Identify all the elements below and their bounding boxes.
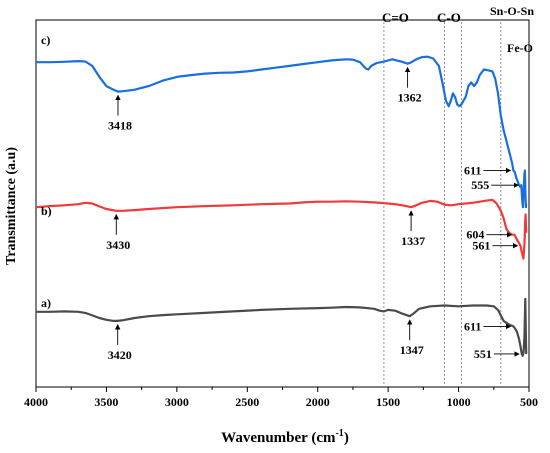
series-line-c	[36, 55, 528, 209]
x-tick-label-4000: 4000	[24, 395, 48, 409]
x-tick-label-1500: 1500	[376, 395, 400, 409]
x-tick-label-3500: 3500	[94, 395, 118, 409]
annotation-label-11: 551	[474, 347, 492, 361]
group-label-fe-o: Fe-O	[507, 41, 533, 55]
x-axis: 4000 3500 3000 2500 2000 1500 1000 500	[24, 387, 538, 409]
x-tick-label-500: 500	[520, 395, 538, 409]
x-tick-label-2500: 2500	[235, 395, 259, 409]
series-layer	[35, 55, 528, 357]
annotation-label-1: 1362	[398, 91, 422, 105]
annotation-label-9: 1347	[400, 343, 424, 357]
x-tick-label-1000: 1000	[447, 395, 471, 409]
annotation-label-0: 3418	[108, 119, 132, 133]
x-tick-label-3000: 3000	[165, 395, 189, 409]
series-tag-c: c)	[41, 33, 50, 47]
annotation-label-2: 611	[464, 163, 481, 177]
annotation-label-8: 3420	[108, 348, 132, 362]
series-tag-b: b)	[41, 204, 52, 218]
x-tick-label-2000: 2000	[306, 395, 330, 409]
group-label-c-o-single: C-O	[437, 10, 461, 25]
series-line-a	[36, 297, 528, 357]
group-label-c-o-double: C=O	[382, 10, 409, 25]
annotation-label-5: 1337	[401, 234, 425, 248]
x-axis-label: Wavenumber (cm-1)	[221, 428, 349, 446]
series-line-b	[35, 198, 528, 260]
series-tag-a: a)	[41, 296, 51, 310]
annotation-label-7: 561	[472, 239, 490, 253]
group-label-sn-o-sn: Sn-O-Sn	[490, 4, 534, 18]
annotation-label-6: 604	[466, 228, 484, 242]
annotation-label-10: 611	[464, 319, 481, 333]
annotation-label-4: 3430	[106, 238, 130, 252]
annotation-label-3: 555	[471, 178, 489, 192]
y-axis-label: Transmittance (a.u)	[4, 147, 19, 265]
